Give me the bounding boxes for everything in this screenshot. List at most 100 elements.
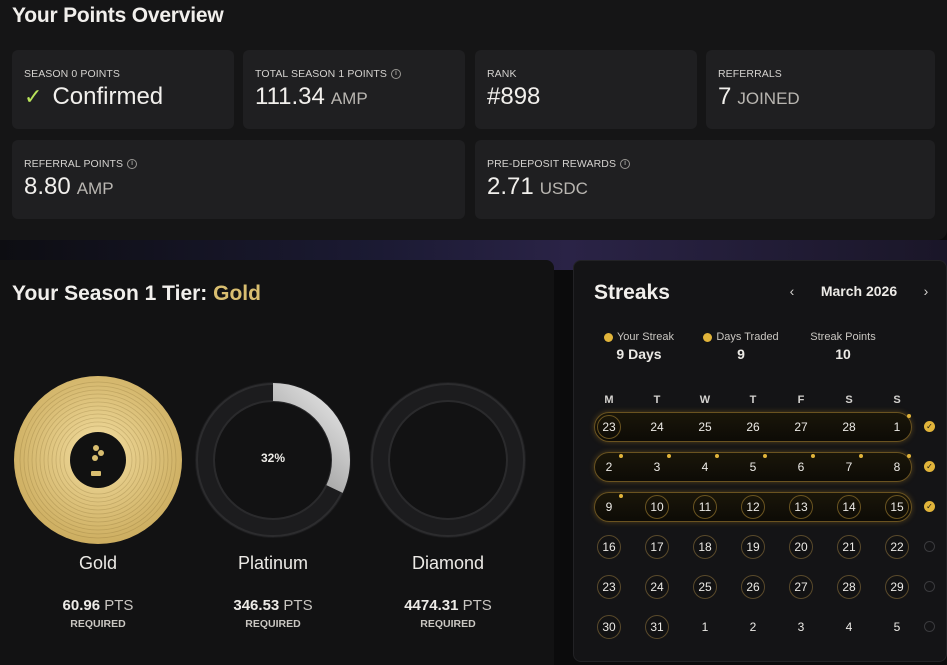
tier-title: Your Season 1 Tier: Gold [12,282,261,306]
calendar-day[interactable]: 20 [789,535,813,559]
tier-name: Diamond [411,553,485,573]
streak-summary-label-text: Days Traded [716,331,779,343]
check-badge-icon [703,332,713,342]
calendar-day[interactable]: 27 [794,420,808,434]
calendar-day[interactable]: 25 [693,575,717,599]
streak-summary-label: Your Streak [594,331,684,343]
calendar-day[interactable]: 28 [842,420,856,434]
tier-medal-platinum: 32% [188,375,358,550]
stat-value-number: 7 [718,83,732,110]
calendar-day[interactable]: 3 [653,460,661,474]
tier-required-label: REQUIRED [70,618,126,630]
calendar-day[interactable]: 1 [893,420,901,434]
stat-value-unit: JOINED [737,89,800,108]
calendar-day[interactable]: 7 [845,460,853,474]
stat-label-text: TOTAL SEASON 1 POINTS [255,68,388,80]
calendar-day[interactable]: 19 [741,535,765,559]
calendar-day[interactable]: 30 [597,615,621,639]
calendar-day[interactable]: 5 [893,620,901,634]
info-icon[interactable]: i [620,159,631,169]
check-icon: ✓ [24,84,43,109]
stat-card: TOTAL SEASON 1 POINTS i 111.34 AMP [243,50,465,129]
stat-value-unit: AMP [330,89,368,108]
calendar-day[interactable]: 14 [837,495,861,519]
calendar-day[interactable]: 22 [885,535,909,559]
calendar-day[interactable]: 29 [885,575,909,599]
traded-dot-icon [667,454,671,458]
stat-label: REFERRAL POINTS i [24,158,138,170]
stat-label-text: RANK [487,68,517,80]
progress-arc [196,383,350,537]
calendar-day[interactable]: 17 [645,535,669,559]
calendar-day[interactable]: 1 [701,620,709,634]
calendar-day[interactable]: 3 [797,620,805,634]
calendar-day[interactable]: 6 [797,460,805,474]
overview-title: Your Points Overview [12,4,224,27]
traded-dot-icon [859,454,863,458]
calendar-day[interactable]: 4 [701,460,709,474]
calendar-day[interactable]: 13 [789,495,813,519]
stat-value-number: Confirmed [52,83,164,110]
stat-label: REFERRALS [718,68,782,80]
calendar-day[interactable]: 27 [789,575,813,599]
calendar-day[interactable]: 2 [749,620,757,634]
calendar-day[interactable]: 21 [837,535,861,559]
chevron-left-icon[interactable]: ‹ [789,283,795,299]
tier-points: 346.53 PTS [188,597,358,614]
calendar-day[interactable]: 9 [605,500,613,514]
calendar-day[interactable]: 23 [597,575,621,599]
tier-medal-diamond [363,375,533,550]
stat-value-number: #898 [487,83,541,110]
stat-label-text: PRE-DEPOSIT REWARDS [487,158,617,170]
stat-value-number: 111.34 [255,83,325,110]
stat-value-number: 8.80 [24,173,71,200]
weekday-header: S [845,394,853,406]
streak-summary-item: Days Traded 9 [696,331,786,362]
week-pending-icon [924,541,935,552]
chevron-right-icon[interactable]: › [923,283,929,299]
info-icon[interactable]: i [127,159,138,169]
info-icon[interactable]: i [391,69,402,79]
streak-summary-item: Your Streak 9 Days [594,331,684,362]
stat-label-text: REFERRAL POINTS [24,158,124,170]
streak-summary-value: 9 [737,346,745,362]
calendar-day[interactable]: 26 [746,420,760,434]
streak-summary-label: Days Traded [696,331,786,343]
calendar-day[interactable]: 12 [741,495,765,519]
tier-points: 4474.31 PTS [363,597,533,614]
calendar-day[interactable]: 24 [650,420,664,434]
calendar-day[interactable]: 2 [605,460,613,474]
calendar-day[interactable]: 10 [645,495,669,519]
tier-title-tier: Gold [213,282,261,305]
stat-value: ✓ Confirmed [24,83,163,111]
streaks-section: Streaks ‹ March 2026 › Your Streak 9 Days… [573,260,947,662]
streak-summary-label-text: Streak Points [810,331,876,343]
stat-label-text: REFERRALS [718,68,782,80]
calendar-day[interactable]: 8 [893,460,901,474]
month-label: March 2026 [820,283,898,299]
calendar-day[interactable]: 28 [837,575,861,599]
logo-icon [93,445,99,451]
calendar-day[interactable]: 18 [693,535,717,559]
week-pending-icon [924,581,935,592]
calendar-day[interactable]: 11 [693,495,717,519]
calendar-day[interactable]: 31 [645,615,669,639]
calendar-day[interactable]: 4 [845,620,853,634]
calendar-day[interactable]: 16 [597,535,621,559]
traded-dot-icon [619,494,623,498]
streak-summary-label: Streak Points [798,331,888,343]
tier-required-label: REQUIRED [420,618,476,630]
month-navigation: ‹ March 2026 › [784,283,934,299]
calendar-day[interactable]: 5 [749,460,757,474]
medal-graphic [195,382,351,538]
calendar-day[interactable]: 25 [698,420,712,434]
calendar-day[interactable]: 24 [645,575,669,599]
calendar-day[interactable]: 26 [741,575,765,599]
tier-points-unit: PTS [283,597,313,614]
stat-card: PRE-DEPOSIT REWARDS i 2.71 USDC [475,140,935,219]
stat-label: TOTAL SEASON 1 POINTS i [255,68,402,80]
calendar-day[interactable]: 23 [597,415,621,439]
calendar-day[interactable]: 15 [885,495,909,519]
vinyl-label [70,432,126,488]
tier-points-unit: PTS [462,597,492,614]
